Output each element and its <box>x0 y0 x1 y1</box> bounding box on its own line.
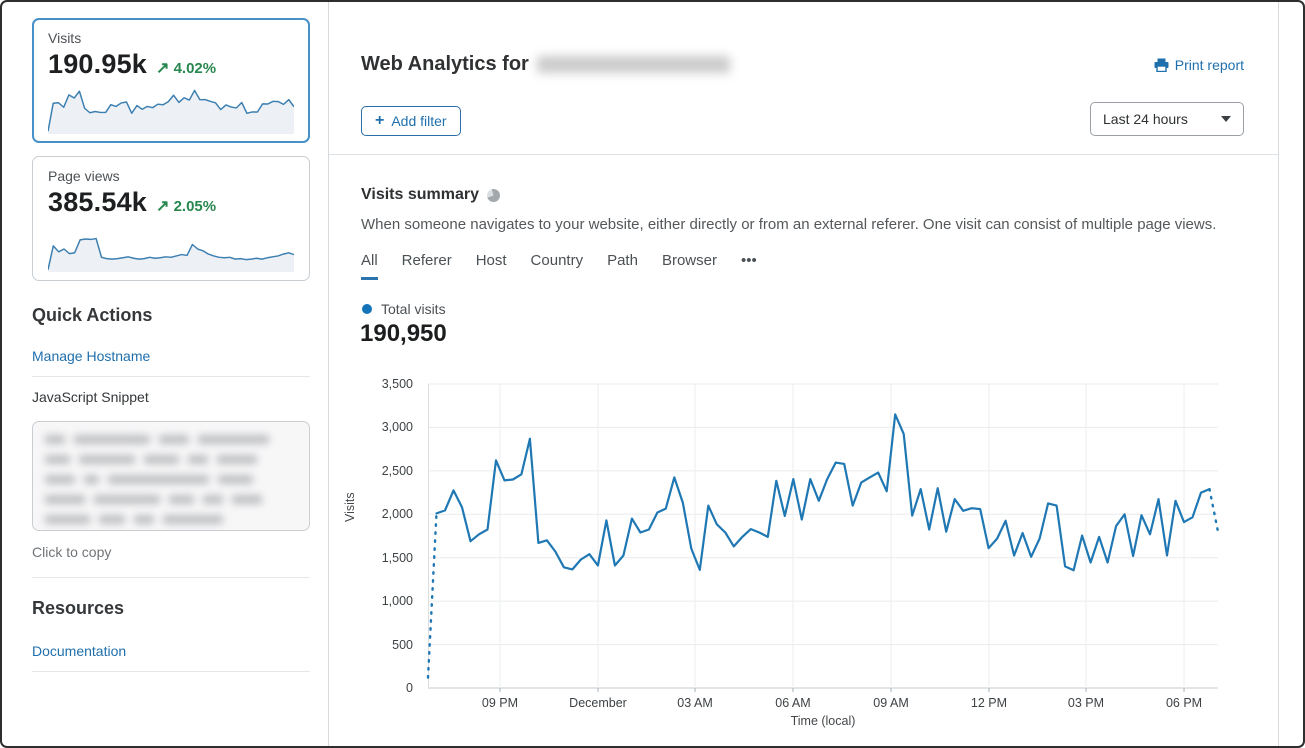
x-tick: 06 PM <box>1165 696 1203 710</box>
help-icon[interactable] <box>487 188 500 202</box>
stat-card-pageviews[interactable]: Page views 385.54k ↗ 2.05% <box>32 156 310 281</box>
redacted-code-line <box>45 455 297 464</box>
summary-tabs: All Referer Host Country Path Browser ••… <box>361 252 757 280</box>
x-tick: 12 PM <box>970 696 1008 710</box>
pageviews-card-label: Page views <box>48 168 120 184</box>
x-axis-ticks: 09 PM December 03 AM 06 AM 09 AM 12 PM 0… <box>428 696 1218 712</box>
trend-up-icon: ↗ <box>156 60 170 77</box>
legend-label: Total visits <box>381 301 446 317</box>
x-tick: 03 AM <box>677 696 713 710</box>
visits-summary-description: When someone navigates to your website, … <box>361 216 1217 233</box>
y-tick: 3,500 <box>381 377 413 391</box>
tab-referer[interactable]: Referer <box>401 252 452 269</box>
y-tick: 3,000 <box>381 420 413 435</box>
printer-icon <box>1154 58 1169 72</box>
legend-dot-icon <box>362 304 372 314</box>
visits-summary-heading: Visits summary <box>361 186 500 204</box>
sidebar: Visits 190.95k ↗ 4.02% Page views 385.54… <box>32 18 310 672</box>
redacted-code-line <box>45 475 297 484</box>
divider <box>32 376 310 377</box>
page-title: Web Analytics for <box>361 53 730 76</box>
trend-up-icon: ↗ <box>156 198 170 215</box>
y-axis-ticks: 3,500 3,000 2,500 2,000 1,500 1,000 500 … <box>357 377 421 695</box>
chevron-down-icon <box>1221 116 1231 122</box>
visits-sparkline-chart <box>48 89 294 134</box>
tab-host[interactable]: Host <box>475 252 507 269</box>
total-visits-value: 190,950 <box>360 320 447 347</box>
quick-actions-heading: Quick Actions <box>32 305 153 325</box>
documentation-link[interactable]: Documentation <box>32 643 127 659</box>
javascript-snippet-label: JavaScript Snippet <box>32 389 149 405</box>
tab-country[interactable]: Country <box>530 252 584 269</box>
time-range-dropdown[interactable]: Last 24 hours <box>1090 102 1244 136</box>
stat-card-visits[interactable]: Visits 190.95k ↗ 4.02% <box>32 18 310 143</box>
click-to-copy-hint: Click to copy <box>32 544 112 560</box>
visits-card-label: Visits <box>48 30 82 46</box>
y-tick: 1,000 <box>381 594 413 609</box>
y-tick: 1,500 <box>381 550 413 565</box>
pageviews-sparkline-chart <box>48 237 294 272</box>
tab-browser[interactable]: Browser <box>661 252 717 269</box>
redacted-code-line <box>45 435 297 444</box>
x-tick: 09 PM <box>481 696 519 710</box>
redacted-code-line <box>45 515 297 524</box>
print-report-link[interactable]: Print report <box>1154 57 1244 73</box>
pageviews-card-change: ↗ 2.05% <box>156 198 217 215</box>
plus-icon: + <box>375 112 385 129</box>
x-axis-title: Time (local) <box>790 714 856 728</box>
x-tick: 06 AM <box>775 696 811 710</box>
tab-all[interactable]: All <box>361 252 378 280</box>
divider <box>32 577 310 578</box>
divider <box>329 154 1278 155</box>
tab-path[interactable]: Path <box>607 252 638 269</box>
y-tick: 0 <box>406 681 413 695</box>
y-tick: 2,000 <box>381 507 413 522</box>
visits-card-value: 190.95k <box>48 49 147 79</box>
visits-card-change: ↗ 4.02% <box>156 60 217 77</box>
visits-line-chart[interactable] <box>426 383 1220 692</box>
x-tick: 03 PM <box>1067 696 1105 710</box>
pageviews-card-value: 385.54k <box>48 187 147 217</box>
y-axis-title: Visits <box>343 492 357 522</box>
add-filter-button[interactable]: + Add filter <box>361 106 461 136</box>
divider <box>32 671 310 672</box>
x-tick: 09 AM <box>873 696 909 710</box>
y-tick: 500 <box>392 637 413 652</box>
y-tick: 2,500 <box>381 463 413 478</box>
javascript-snippet-code-box[interactable] <box>32 421 310 531</box>
manage-hostname-link[interactable]: Manage Hostname <box>32 348 151 364</box>
main-panel: Web Analytics for Print report + Add fil… <box>328 2 1279 746</box>
chart-legend: Total visits <box>362 301 446 317</box>
redacted-code-line <box>45 495 297 504</box>
redacted-domain <box>536 56 730 73</box>
resources-heading: Resources <box>32 598 125 618</box>
tab-more-ellipsis[interactable]: ••• <box>740 252 757 269</box>
x-tick: December <box>569 696 627 710</box>
